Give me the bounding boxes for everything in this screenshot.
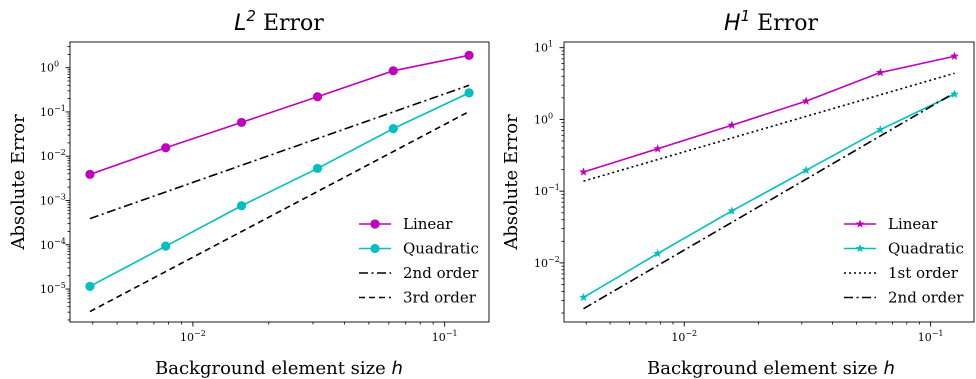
series-line-2nd-order [89,84,470,220]
data-point [875,67,885,77]
data-point [727,206,737,215]
legend-label: Quadratic [888,240,964,258]
data-point [801,165,811,175]
legend: Linear Quadratic 1st order 2nd order [844,215,964,307]
series-line-quadratic [89,92,470,288]
chart-panel-2: H1 Error Background element size h Absolut… [501,7,975,379]
legend-marker [370,219,380,229]
y-tick-label: 100 [40,60,59,75]
data-point [464,88,474,98]
axes-frame [69,41,490,323]
legend-label: Quadratic [403,240,479,258]
axes-frame [563,41,975,323]
data-point [85,169,95,179]
legend-label: Linear [403,215,453,233]
data-point [312,163,323,174]
y-tick-label: 10−2 [40,148,66,163]
data-point [579,292,588,302]
legend-marker [855,219,865,228]
data-point [161,143,171,153]
chart-title: L2 Error [234,7,324,36]
data-point [236,117,247,128]
y-tick-label: 10−3 [40,192,66,207]
legend-label: 2nd order [403,264,479,282]
x-tick-label: 10−2 [671,329,697,344]
y-axis-label: Absolute Error [501,114,522,251]
plot-area [89,54,470,313]
chart-panel-1: L2 Error Background element size h Absolut… [8,7,490,379]
data-point [161,241,171,251]
data-point [312,92,323,102]
data-point [388,124,398,134]
legend-marker [855,243,865,253]
legend-label: 3rd order [403,289,477,307]
y-tick-label: 101 [534,40,553,55]
x-tick-label: 10−1 [918,329,944,344]
data-point [653,248,663,258]
data-point [801,96,811,105]
y-tick-label: 10−1 [534,183,560,198]
data-point [950,89,959,98]
y-tick-label: 10−1 [40,104,66,119]
x-axis-label: Background element size h [647,358,895,379]
y-tick-label: 10−2 [534,255,560,270]
series-line-1st-order [583,72,955,182]
legend: Linear Quadratic 2nd order 3rd order [359,215,479,307]
plot-area [583,55,955,310]
x-tick-label: 10−2 [180,329,206,344]
data-point [579,167,588,176]
x-axis-label: Background element size h [155,358,403,379]
y-axis-label: Absolute Error [8,114,29,251]
series-line-3rd-order [89,110,470,313]
series-line-linear [89,54,470,176]
y-tick-label: 100 [534,111,553,126]
data-point [464,50,474,60]
data-point [950,51,959,60]
series-line-linear [583,55,955,173]
legend-label: 2nd order [888,289,964,307]
series-line-quadratic [583,93,955,299]
data-point [85,281,95,291]
x-tick-label: 10−1 [432,329,458,344]
chart-title: H1 Error [724,7,818,36]
legend-label: 1st order [888,264,959,282]
data-point [875,125,885,134]
data-point [727,120,737,129]
legend-marker [370,243,380,254]
y-tick-label: 10−4 [40,237,66,252]
data-point [236,201,247,211]
y-tick-label: 10−5 [40,281,66,296]
legend-label: Linear [888,215,938,233]
data-point [388,66,398,76]
data-point [653,144,663,153]
